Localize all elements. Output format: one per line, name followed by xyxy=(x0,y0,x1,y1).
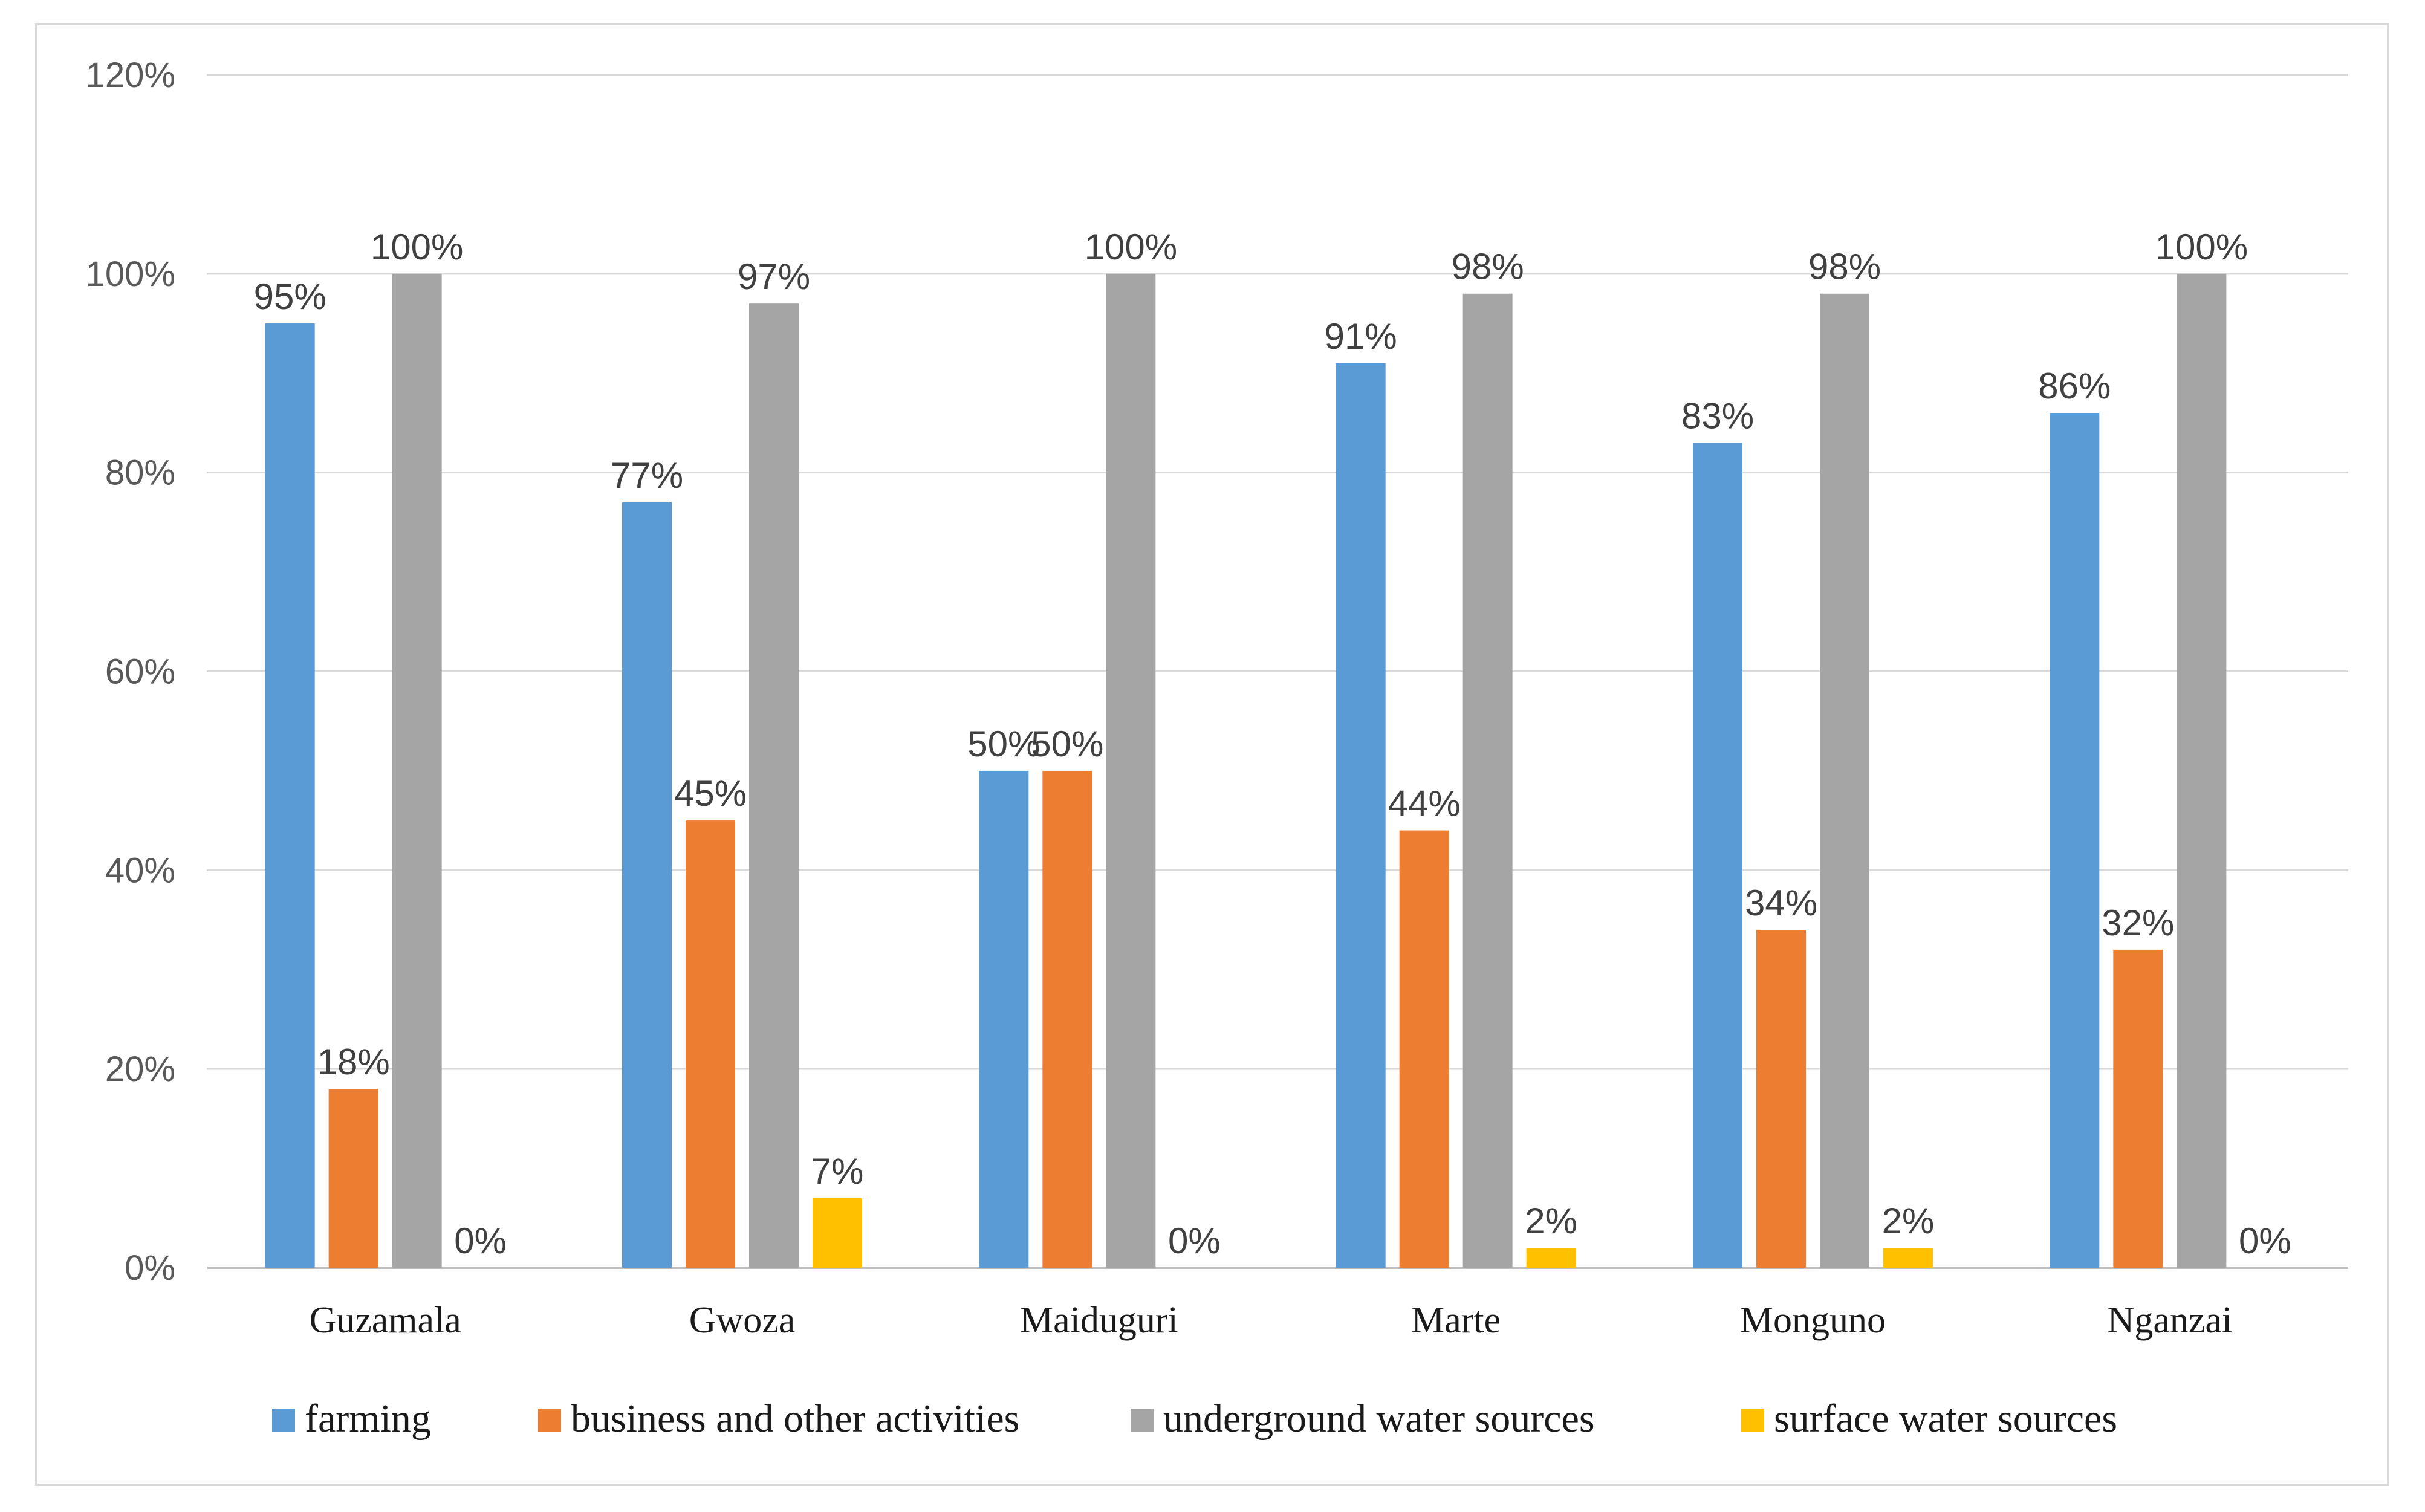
legend-label-business-and-other-activities: business and other activities xyxy=(571,1397,1019,1441)
data-label-business-and-other-activities-maiduguri: 50% xyxy=(1031,724,1103,764)
bar-farming-guzamala xyxy=(265,323,315,1268)
y-tick-label: 0% xyxy=(125,1248,175,1288)
data-label-farming-nganzai: 86% xyxy=(2038,366,2111,406)
y-tick-label: 80% xyxy=(105,453,175,493)
y-tick-label: 60% xyxy=(105,652,175,692)
bar-underground-water-sources-gwoza xyxy=(749,303,799,1268)
x-axis-categories: Guzamala Gwoza Maiduguri Marte Monguno Nganza… xyxy=(310,1300,2233,1341)
data-label-surface-water-sources-guzamala: 0% xyxy=(454,1221,507,1261)
data-label-surface-water-sources-marte: 2% xyxy=(1525,1201,1577,1241)
data-label-farming-maiduguri: 50% xyxy=(967,724,1040,764)
category-label: Monguno xyxy=(1740,1300,1886,1341)
legend-swatch-surface-water-sources xyxy=(1741,1409,1764,1432)
data-label-underground-water-sources-marte: 98% xyxy=(1452,247,1524,287)
data-label-surface-water-sources-nganzai: 0% xyxy=(2239,1221,2291,1261)
data-label-underground-water-sources-maiduguri: 100% xyxy=(1085,227,1177,267)
y-tick-label: 40% xyxy=(105,851,175,890)
data-label-underground-water-sources-guzamala: 100% xyxy=(371,227,463,267)
data-label-business-and-other-activities-nganzai: 32% xyxy=(2102,903,2174,943)
legend-label-underground-water-sources: underground water sources xyxy=(1163,1397,1595,1441)
chart-frame: 0% 20% 40% 60% 80% 100% 120% 95% 18% 100% 0% 77% 45… xyxy=(35,23,2389,1486)
data-label-surface-water-sources-gwoza: 7% xyxy=(811,1151,864,1192)
data-label-farming-marte: 91% xyxy=(1325,316,1397,357)
data-label-underground-water-sources-monguno: 98% xyxy=(1808,247,1881,287)
bars xyxy=(265,273,2227,1268)
bar-farming-monguno xyxy=(1693,443,1742,1268)
data-label-business-and-other-activities-monguno: 34% xyxy=(1745,883,1817,923)
bar-farming-marte xyxy=(1336,363,1386,1268)
bar-farming-maiduguri xyxy=(979,770,1029,1268)
category-label: Marte xyxy=(1411,1300,1501,1341)
bar-surface-water-sources-marte xyxy=(1526,1248,1576,1268)
bar-farming-nganzai xyxy=(2050,413,2100,1268)
gridlines xyxy=(207,74,2348,1269)
data-labels: 95% 18% 100% 0% 77% 45% 97% 7% 50%50% 100% 0% 91% 44… xyxy=(254,227,2291,1261)
data-label-underground-water-sources-nganzai: 100% xyxy=(2155,227,2248,267)
legend-swatch-underground-water-sources xyxy=(1131,1409,1154,1432)
category-label: Gwoza xyxy=(689,1300,796,1341)
data-label-business-and-other-activities-marte: 44% xyxy=(1388,784,1461,824)
category-label: Nganzai xyxy=(2108,1300,2233,1341)
bar-business-and-other-activities-nganzai xyxy=(2113,949,2163,1268)
bar-business-and-other-activities-marte xyxy=(1399,830,1449,1268)
legend-swatch-business-and-other-activities xyxy=(538,1409,561,1432)
legend-label-surface-water-sources: surface water sources xyxy=(1774,1397,2117,1441)
category-label: Maiduguri xyxy=(1020,1300,1178,1341)
bar-surface-water-sources-gwoza xyxy=(813,1198,862,1268)
bar-underground-water-sources-marte xyxy=(1462,293,1513,1268)
y-axis-ticks: 0% 20% 40% 60% 80% 100% 120% xyxy=(86,56,175,1288)
data-label-farming-guzamala: 95% xyxy=(254,276,326,317)
data-label-business-and-other-activities-gwoza: 45% xyxy=(674,773,747,814)
data-label-business-and-other-activities-guzamala: 18% xyxy=(317,1042,390,1082)
bar-business-and-other-activities-guzamala xyxy=(328,1089,378,1268)
bar-farming-gwoza xyxy=(622,502,672,1268)
data-label-surface-water-sources-monguno: 2% xyxy=(1882,1201,1935,1241)
data-label-surface-water-sources-maiduguri: 0% xyxy=(1168,1221,1221,1261)
bar-chart: 0% 20% 40% 60% 80% 100% 120% 95% 18% 100% 0% 77% 45… xyxy=(86,56,2348,1441)
category-label: Guzamala xyxy=(310,1300,461,1341)
bar-surface-water-sources-monguno xyxy=(1883,1248,1933,1268)
bar-underground-water-sources-monguno xyxy=(1820,293,1869,1268)
data-label-farming-monguno: 83% xyxy=(1681,395,1754,436)
bar-underground-water-sources-maiduguri xyxy=(1106,273,1156,1268)
bar-underground-water-sources-nganzai xyxy=(2177,273,2227,1268)
y-tick-label: 120% xyxy=(86,56,175,95)
legend-swatch-farming xyxy=(272,1409,295,1432)
legend-label-farming: farming xyxy=(305,1397,431,1441)
bar-business-and-other-activities-monguno xyxy=(1756,929,1806,1268)
legend: farming business and other activities unde… xyxy=(272,1397,2117,1441)
y-tick-label: 20% xyxy=(105,1050,175,1089)
y-tick-label: 100% xyxy=(86,255,175,294)
data-label-underground-water-sources-gwoza: 97% xyxy=(738,256,810,297)
bar-business-and-other-activities-maiduguri xyxy=(1042,770,1092,1268)
bar-business-and-other-activities-gwoza xyxy=(686,820,735,1268)
bar-underground-water-sources-guzamala xyxy=(392,273,442,1268)
data-label-farming-gwoza: 77% xyxy=(611,455,683,496)
